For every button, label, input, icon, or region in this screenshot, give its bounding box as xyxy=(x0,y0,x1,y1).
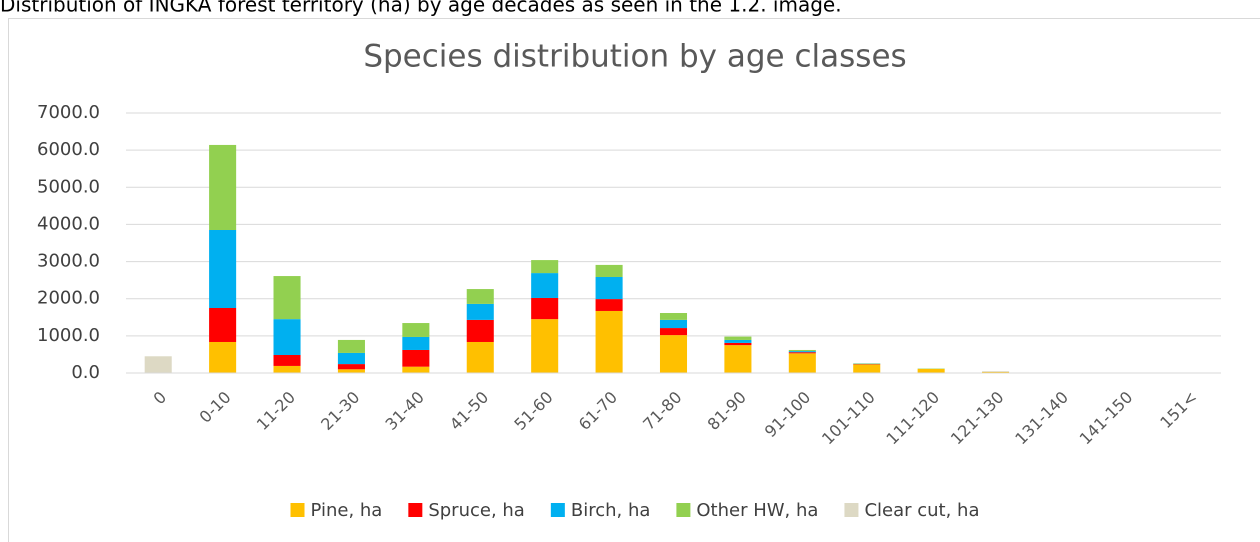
bar-segment xyxy=(659,319,688,329)
y-tick-label: 1000.0 xyxy=(37,325,100,346)
bar-segment xyxy=(209,230,237,308)
bar-segment xyxy=(209,341,237,373)
bar-segment xyxy=(273,319,301,355)
x-tick-label: 0 xyxy=(150,388,171,409)
bar-segment xyxy=(531,273,559,298)
x-tick-label: 101-110 xyxy=(818,388,879,449)
bar-segment xyxy=(724,336,752,340)
bar-segment xyxy=(595,264,623,277)
bar-segment xyxy=(788,349,816,352)
legend-label: Pine, ha xyxy=(311,500,383,521)
legend-swatch xyxy=(290,503,305,517)
bar-segment xyxy=(724,342,752,346)
x-tick-label: 141-150 xyxy=(1076,388,1137,449)
y-tick-label: 3000.0 xyxy=(37,251,100,272)
bar-segment xyxy=(982,371,1010,373)
bar-segment xyxy=(402,336,430,350)
bar-segment xyxy=(788,353,816,373)
bar-segment xyxy=(466,303,494,320)
y-tick-label: 2000.0 xyxy=(37,288,100,309)
x-tick-label: 111-120 xyxy=(882,388,943,449)
bar-segment xyxy=(209,308,237,342)
bar-segment xyxy=(273,354,301,366)
caption: Distribution of INGKA forest territory (… xyxy=(0,0,842,17)
bar-segment xyxy=(595,276,623,300)
chart-title: Species distribution by age classes xyxy=(363,39,906,75)
legend-label: Birch, ha xyxy=(571,500,651,521)
bar-segment xyxy=(659,328,688,336)
bar-segment xyxy=(337,364,365,370)
legend-swatch xyxy=(550,503,565,517)
x-tick-label: 71-80 xyxy=(639,388,685,434)
bar-segment xyxy=(853,364,881,373)
bar-segment xyxy=(788,351,816,353)
bar-segment xyxy=(659,313,688,320)
bar-segment xyxy=(595,299,623,311)
bar-segment xyxy=(466,341,494,373)
bar-segment xyxy=(273,276,301,320)
y-tick-label: 0.0 xyxy=(71,362,100,383)
bar-segment xyxy=(337,352,365,365)
y-tick-label: 5000.0 xyxy=(37,176,100,197)
y-tick-label: 6000.0 xyxy=(37,139,100,160)
bar-segment xyxy=(982,371,1010,372)
x-tick-label: 91-100 xyxy=(761,388,815,442)
bar-segment xyxy=(402,366,430,373)
y-tick-label: 4000.0 xyxy=(37,213,100,234)
bar-segment xyxy=(917,368,945,373)
bar-segment xyxy=(466,319,494,342)
legend-label: Other HW, ha xyxy=(696,500,818,521)
legend-label: Spruce, ha xyxy=(428,500,525,521)
bar-segment xyxy=(337,369,365,373)
bar-segment xyxy=(273,365,301,373)
x-tick-label: 41-50 xyxy=(446,388,492,434)
y-tick-label: 7000.0 xyxy=(37,102,100,123)
legend-label: Clear cut, ha xyxy=(864,500,979,521)
x-tick-label: 51-60 xyxy=(510,388,556,434)
bar-segment xyxy=(209,144,237,230)
legend-swatch xyxy=(676,503,691,517)
bar-segment xyxy=(531,319,559,373)
bar-segment xyxy=(144,356,172,373)
x-tick-label: 61-70 xyxy=(575,388,621,434)
bar-segment xyxy=(724,345,752,373)
bar-segment xyxy=(531,297,559,320)
x-tick-label: 21-30 xyxy=(317,388,363,434)
bar-segment xyxy=(466,289,494,304)
bar-segment xyxy=(595,310,623,373)
x-tick-label: 81-90 xyxy=(704,388,750,434)
bar-segment xyxy=(531,260,559,274)
bar-segment xyxy=(788,352,816,354)
x-tick-label: 11-20 xyxy=(253,388,299,434)
bar-segment xyxy=(337,339,365,353)
bar-segment xyxy=(659,335,688,373)
bar-segment xyxy=(724,339,752,343)
bar-segment xyxy=(402,349,430,367)
x-tick-label: 131-140 xyxy=(1011,388,1072,449)
x-tick-label: 0-10 xyxy=(196,388,235,427)
bar-segment xyxy=(402,323,430,337)
x-tick-label: 151< xyxy=(1156,388,1201,433)
x-tick-label: 121-130 xyxy=(947,388,1008,449)
x-tick-label: 31-40 xyxy=(382,388,428,434)
legend-swatch xyxy=(408,503,423,517)
legend-swatch xyxy=(844,503,859,517)
